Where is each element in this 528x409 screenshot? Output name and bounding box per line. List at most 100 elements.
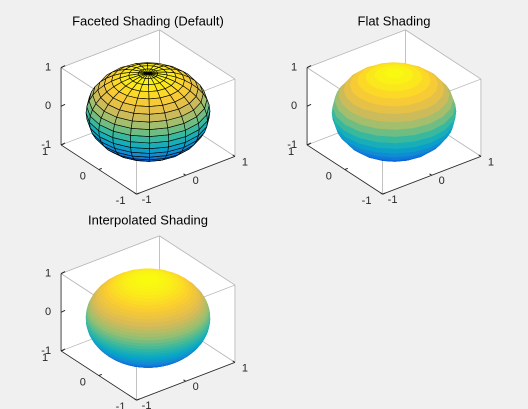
surface-face xyxy=(149,292,155,296)
x-tick-label: 0 xyxy=(193,175,199,187)
surface-face xyxy=(144,315,153,320)
chart-title: Interpolated Shading xyxy=(88,212,208,227)
y-tick-label: 1 xyxy=(42,146,48,158)
z-tick xyxy=(60,65,66,69)
y-tick xyxy=(98,167,102,170)
surface-face xyxy=(381,97,396,107)
surface-face xyxy=(144,358,154,361)
surface-face xyxy=(395,112,413,123)
y-tick xyxy=(344,167,348,170)
surface-face xyxy=(144,336,154,341)
surface-face xyxy=(136,322,146,327)
x-tick-label: -1 xyxy=(388,194,398,206)
z-tick-label: 1 xyxy=(291,62,297,74)
surface-face xyxy=(145,298,152,303)
y-tick xyxy=(98,373,102,376)
surface-face xyxy=(144,319,153,324)
surface-face xyxy=(378,113,396,123)
z-tick-label: 1 xyxy=(45,268,51,280)
surface-face xyxy=(129,321,138,327)
z-tick-label: -1 xyxy=(41,139,51,151)
surface-face xyxy=(146,283,150,288)
surface-face xyxy=(149,112,167,123)
axes: Flat Shading-101-101-101 xyxy=(287,13,494,207)
surface-face xyxy=(142,292,147,296)
y-tick-label: 0 xyxy=(326,170,332,182)
surface-face xyxy=(144,351,154,355)
surface-face xyxy=(147,279,149,282)
surface-face xyxy=(143,289,148,293)
surface-face xyxy=(144,333,154,338)
surface-face xyxy=(145,308,152,313)
z-tick xyxy=(60,309,66,313)
surface-face xyxy=(379,105,396,115)
z-tick xyxy=(306,142,312,146)
x-tick-label: 0 xyxy=(193,381,199,393)
surface-face xyxy=(141,295,147,300)
surface-face xyxy=(144,322,153,327)
y-tick-label: 1 xyxy=(42,352,48,364)
axis-line xyxy=(60,350,137,401)
z-tick xyxy=(60,103,66,107)
surface-face xyxy=(147,281,149,285)
axis-line xyxy=(382,156,482,195)
box-edge xyxy=(60,29,160,68)
box-edge xyxy=(306,29,406,68)
surface-face xyxy=(145,305,152,310)
surface-face xyxy=(144,356,154,359)
z-tick xyxy=(306,65,312,69)
surface-face xyxy=(145,295,151,300)
z-tick-label: -1 xyxy=(41,345,51,357)
box-edge xyxy=(159,235,236,286)
surface-face xyxy=(140,301,147,306)
z-tick xyxy=(60,271,66,275)
y-tick-label: -1 xyxy=(116,401,126,409)
y-tick-label: -1 xyxy=(362,195,372,207)
box-edge xyxy=(405,29,482,80)
z-tick-label: 0 xyxy=(291,100,297,112)
box-edge xyxy=(60,235,160,274)
z-tick-label: -1 xyxy=(287,139,297,151)
z-tick-label: 1 xyxy=(45,62,51,74)
y-tick-label: -1 xyxy=(116,195,126,207)
surface-face xyxy=(144,348,154,352)
surface-face xyxy=(144,339,154,344)
y-tick-label: 0 xyxy=(80,376,86,388)
surface-face xyxy=(146,289,151,293)
y-tick-label: 0 xyxy=(80,170,86,182)
surface-face xyxy=(144,342,154,347)
axis-line xyxy=(136,362,236,401)
surface-face xyxy=(144,329,154,334)
box-edge xyxy=(159,29,236,80)
surface-face xyxy=(141,298,147,303)
surface-face xyxy=(144,353,154,357)
x-tick-label: 1 xyxy=(242,156,248,168)
surface-face xyxy=(144,326,153,331)
surface-face xyxy=(377,120,396,130)
x-tick-label: -1 xyxy=(142,194,152,206)
surface-face xyxy=(146,292,151,296)
x-tick-label: 0 xyxy=(439,175,445,187)
axes: Faceted Shading (Default)-101-101-101 xyxy=(41,13,248,207)
z-tick xyxy=(306,103,312,107)
surface-face xyxy=(130,120,150,130)
z-tick xyxy=(60,142,66,146)
surface-face xyxy=(152,322,161,327)
z-tick-label: 0 xyxy=(45,306,51,318)
surface-face xyxy=(144,345,154,350)
x-tick-label: 1 xyxy=(488,156,494,168)
surface-face xyxy=(145,301,152,306)
axis-line xyxy=(60,144,137,195)
z-tick-label: 0 xyxy=(45,100,51,112)
axis-line xyxy=(306,144,383,195)
surface-face xyxy=(137,90,150,100)
axes: Interpolated Shading-101-101-101 xyxy=(41,212,248,409)
axis-line xyxy=(136,156,236,195)
surface-face xyxy=(132,113,150,123)
surface-face xyxy=(133,105,150,115)
x-tick-label: -1 xyxy=(142,400,152,409)
chart-title: Faceted Shading (Default) xyxy=(72,13,224,28)
chart-title: Flat Shading xyxy=(358,13,431,28)
